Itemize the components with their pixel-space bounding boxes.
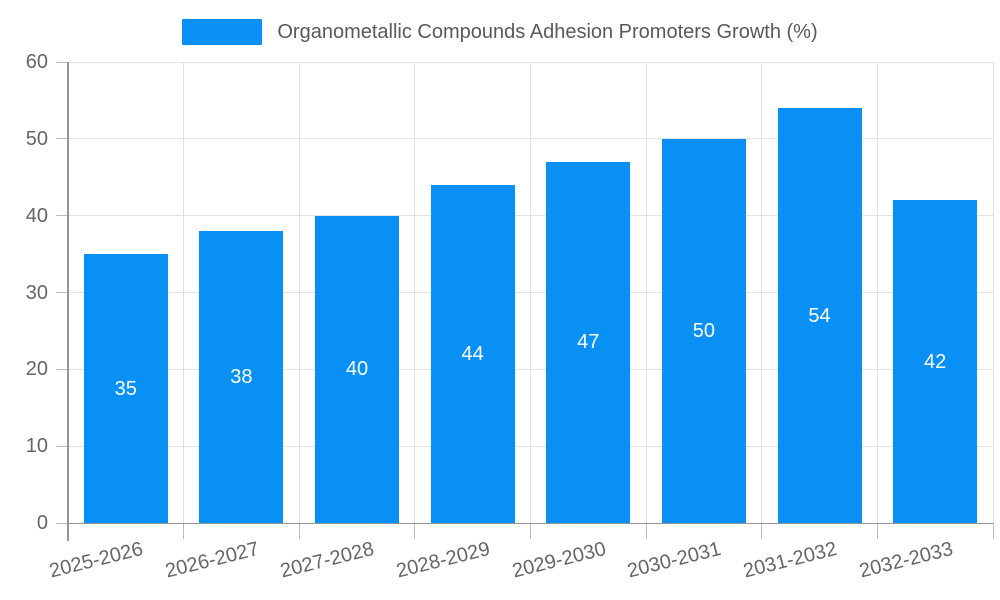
bar-value-label: 40 [345, 358, 369, 381]
legend-label: Organometallic Compounds Adhesion Promot… [277, 20, 818, 43]
bar[interactable] [83, 254, 168, 523]
y-axis-tick-label: 40 [25, 204, 48, 227]
y-axis-tick [56, 61, 68, 63]
bar[interactable] [777, 108, 862, 523]
gridline-vertical [992, 62, 994, 523]
bar-value-label: 35 [114, 377, 137, 400]
legend-swatch [182, 19, 263, 45]
y-axis-tick [56, 215, 68, 217]
x-axis-tick [645, 523, 647, 539]
bar[interactable] [661, 138, 746, 523]
x-axis-tick [530, 523, 531, 539]
y-axis-tick-label: 10 [25, 435, 48, 458]
y-axis-tick-label: 50 [25, 127, 48, 150]
x-axis-tick [414, 523, 416, 539]
y-axis-tick [56, 368, 68, 370]
gridline-vertical [645, 62, 647, 523]
x-axis-category-label: 2030-2031 [625, 537, 724, 583]
x-axis-category-label: 2029-2030 [509, 537, 608, 583]
x-axis-category-label: 2025-2026 [47, 537, 146, 583]
gridline-vertical [414, 62, 416, 523]
x-axis-category-label: 2032-2033 [856, 537, 955, 583]
y-axis-tick-label: 20 [25, 358, 48, 381]
x-axis-tick [876, 523, 878, 539]
bar-value-label: 42 [924, 350, 947, 373]
bar-value-label: 50 [692, 319, 716, 342]
y-axis-tick [56, 138, 68, 140]
y-axis-tick-label: 30 [25, 281, 48, 304]
gridline-vertical [876, 62, 878, 523]
bar[interactable] [199, 231, 284, 523]
y-axis-tick-label: 0 [36, 512, 48, 534]
bar-value-label: 44 [461, 342, 484, 365]
x-axis-line [68, 522, 993, 524]
bar-value-label: 47 [577, 331, 600, 354]
legend[interactable]: Organometallic Compounds Adhesion Promot… [0, 17, 1000, 47]
bar[interactable] [430, 184, 515, 523]
gridline-vertical [530, 62, 531, 523]
y-axis-line [67, 62, 69, 541]
gridline-vertical [761, 62, 763, 523]
bar-value-label: 54 [808, 304, 831, 327]
bar[interactable] [893, 200, 978, 523]
x-axis-tick [761, 523, 763, 539]
y-axis-tick-label: 60 [25, 51, 48, 73]
y-axis-tick [56, 445, 68, 447]
x-axis-category-label: 2031-2032 [740, 537, 840, 583]
y-axis-tick [56, 292, 68, 293]
x-axis-category-label: 2028-2029 [394, 537, 493, 583]
x-axis-category-label: 2026-2027 [162, 537, 262, 583]
gridline-vertical [183, 62, 185, 523]
x-axis-category-label: 2027-2028 [278, 537, 377, 583]
x-axis-tick [298, 523, 300, 539]
x-axis-tick [183, 523, 185, 539]
bar-value-label: 38 [230, 366, 253, 389]
y-axis-tick [56, 522, 68, 524]
bar[interactable] [315, 215, 400, 523]
bar[interactable] [546, 161, 631, 523]
gridline-vertical [298, 62, 300, 523]
x-axis-tick [992, 523, 994, 539]
